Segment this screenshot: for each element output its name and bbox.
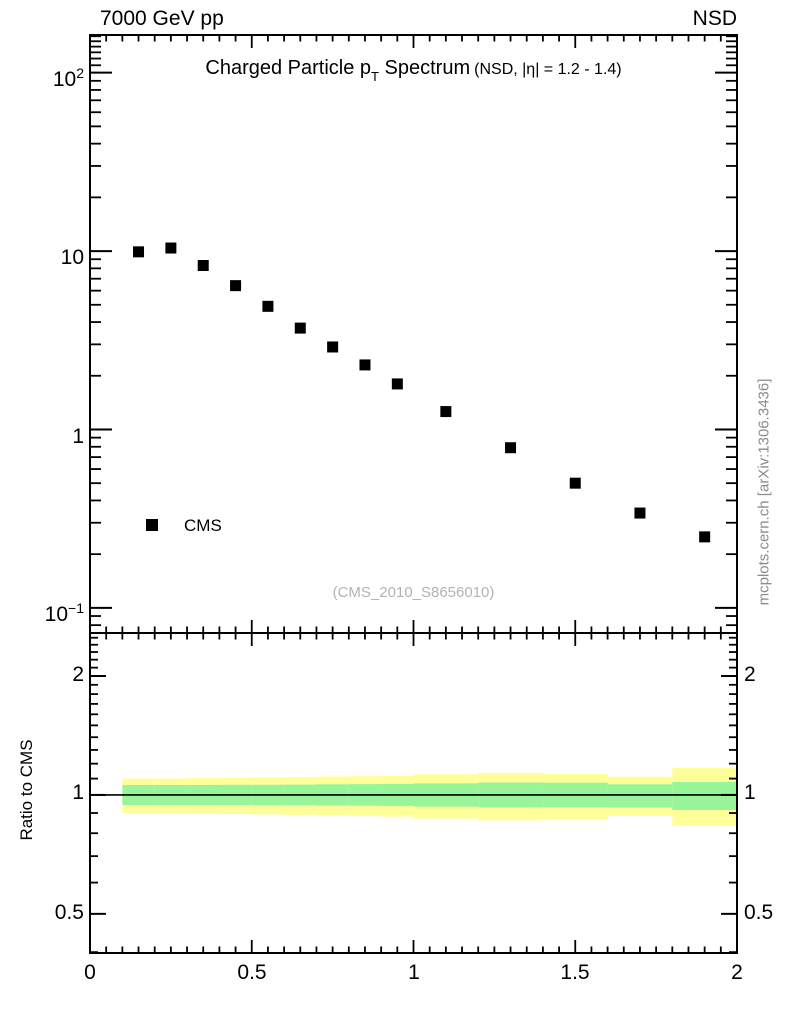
x-tick-label-1: 1 xyxy=(408,961,420,984)
ratio-tick-label-right-0p5: 0.5 xyxy=(744,901,774,924)
y-tick-label-10: 10 xyxy=(60,246,84,269)
plot-title-condition: (NSD, |η| = 1.2 - 1.4) xyxy=(474,61,622,78)
y-tick-label-1: 1 xyxy=(72,425,84,448)
ratio-tick-label-right-1: 1 xyxy=(744,781,756,804)
ratio-tick-label-left-0p5: 0.5 xyxy=(54,901,84,924)
mcplots-arxiv-note: mcplots.cern.ch [arXiv:1306.3436] xyxy=(755,378,773,606)
plot-title-tail: Spectrum xyxy=(378,57,471,79)
y-tick-label-100: 102 xyxy=(52,65,84,91)
x-tick-label-0: 0 xyxy=(84,961,96,984)
ratio-tick-label-right-2: 2 xyxy=(744,663,756,686)
plot-title: Charged Particle pT Spectrum (NSD, |η| = … xyxy=(90,57,737,84)
beam-energy-label: 7000 GeV pp xyxy=(100,7,224,30)
ratio-tick-label-left-2: 2 xyxy=(72,663,84,686)
x-tick-label-0p5: 0.5 xyxy=(237,961,267,984)
y-tick-label-0p1: 10−1 xyxy=(44,600,84,626)
ratio-y-axis-title: Ratio to CMS xyxy=(17,739,36,841)
plot-title-subscript: T xyxy=(371,69,379,84)
event-class-label: NSD xyxy=(692,7,737,30)
legend-label-cms: CMS xyxy=(184,516,222,535)
x-tick-label-2: 2 xyxy=(731,961,743,984)
cms-square-marker-icon xyxy=(146,519,158,531)
plot-title-main: Charged Particle p xyxy=(205,57,372,79)
ratio-tick-label-left-1: 1 xyxy=(72,781,84,804)
x-tick-label-1p5: 1.5 xyxy=(560,961,590,984)
analysis-id-watermark: (CMS_2010_S8656010) xyxy=(332,584,495,601)
